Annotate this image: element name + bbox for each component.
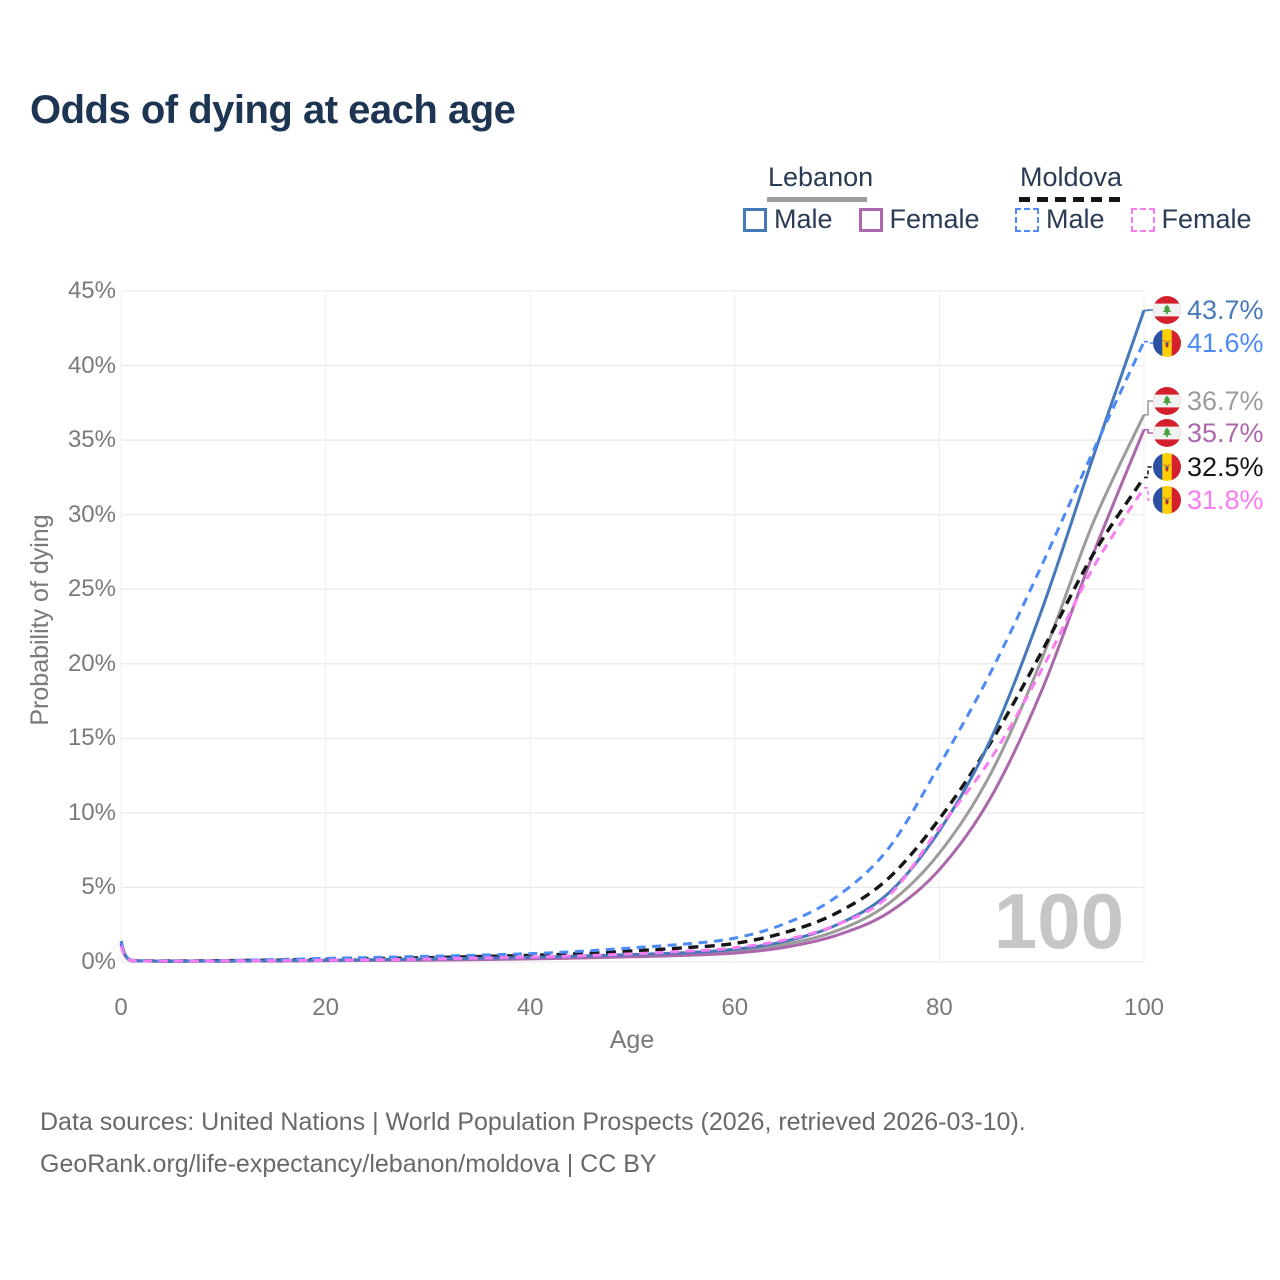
attribution-url-text: GeoRank.org/life-expectancy/lebanon/mold… [40, 1150, 657, 1178]
end-label-leader [1144, 340, 1153, 344]
series-line-moldova-both[interactable] [119, 476, 1146, 963]
x-tick-label: 60 [721, 994, 749, 1021]
x-tick-label: 100 [1123, 994, 1165, 1021]
end-label-leader [1144, 487, 1153, 501]
data-source-text: Data sources: United Nations | World Pop… [40, 1108, 1026, 1136]
x-tick-label: 40 [516, 994, 544, 1021]
lebanon-flag-icon [1153, 296, 1181, 324]
legend-country-lebanon: Lebanon [768, 162, 874, 192]
lebanon-male-label[interactable]: Male [774, 204, 833, 234]
series-line-lebanon-both[interactable] [119, 414, 1146, 963]
lebanon-flag-icon [1153, 419, 1181, 447]
series-end-value-lebanon-both: 36.7% [1187, 386, 1264, 416]
moldova-flag-icon [1153, 453, 1181, 481]
moldova-female-label[interactable]: Female [1161, 204, 1252, 234]
legend-lebanon-line-style [767, 197, 867, 202]
series-end-value-moldova-male: 41.6% [1187, 328, 1264, 358]
y-tick-label: 25% [67, 575, 116, 603]
age-watermark: 100 [994, 877, 1124, 965]
end-label-leader [1144, 428, 1153, 434]
legend-moldova-line-style [1019, 197, 1123, 202]
y-tick-label: 30% [67, 500, 116, 528]
gridlines [120, 290, 1145, 963]
legend-country-moldova: Moldova [1020, 162, 1123, 192]
y-tick-label: 35% [67, 426, 116, 454]
x-axis-title: Age [609, 1026, 655, 1054]
x-tick-label: 80 [926, 994, 953, 1021]
moldova-flag-icon [1153, 329, 1181, 357]
y-tick-label: 15% [67, 724, 116, 752]
series-line-lebanon-female[interactable] [119, 429, 1146, 963]
series-line-lebanon-male[interactable] [119, 309, 1146, 963]
y-tick-label: 45% [67, 277, 116, 304]
page-title: Odds of dying at each age [30, 88, 516, 132]
y-tick-label: 20% [67, 649, 116, 677]
legend-lebanon-entries: Male Female [743, 204, 980, 235]
legend-moldova-entries: Male Female [1015, 204, 1252, 235]
series-end-value-lebanon-female: 35.7% [1187, 418, 1264, 448]
lebanon-female-label[interactable]: Female [889, 204, 980, 234]
y-tick-label: 10% [67, 798, 116, 826]
moldova-female-swatch[interactable] [1130, 207, 1155, 232]
series-end-value-moldova-both: 32.5% [1187, 452, 1264, 482]
moldova-male-swatch[interactable] [1015, 207, 1039, 232]
y-tick-label: 5% [81, 873, 116, 901]
lebanon-male-swatch[interactable] [743, 207, 767, 232]
moldova-flag-icon [1153, 486, 1181, 514]
series-end-value-moldova-female: 31.8% [1187, 485, 1264, 515]
series-line-moldova-female[interactable] [119, 486, 1146, 963]
y-tick-label: 0% [81, 948, 116, 975]
series-line-moldova-male[interactable] [119, 341, 1146, 963]
lebanon-flag-icon [1153, 387, 1181, 415]
y-tick-label: 40% [67, 351, 116, 379]
end-label-leader [1144, 466, 1153, 479]
lebanon-female-swatch[interactable] [858, 207, 883, 232]
series-end-value-lebanon-male: 43.7% [1187, 295, 1264, 325]
x-tick-label: 0 [114, 994, 128, 1021]
end-label-leader [1144, 400, 1153, 416]
x-tick-label: 20 [312, 994, 339, 1021]
moldova-male-label[interactable]: Male [1046, 204, 1105, 234]
